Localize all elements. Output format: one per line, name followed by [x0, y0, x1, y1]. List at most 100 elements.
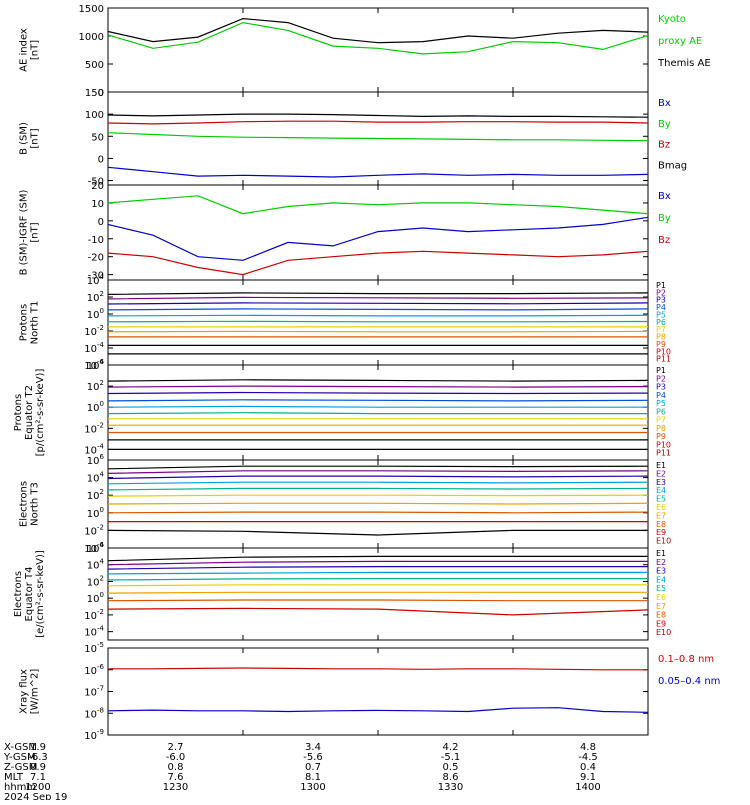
y-tick-label: 102 — [87, 574, 104, 588]
series-line-0-1-0-8-nm — [108, 668, 648, 670]
series-line-e2 — [108, 561, 648, 564]
series-line-p4 — [108, 309, 648, 310]
y-tick-label: 100 — [87, 307, 104, 321]
y-tick-label: -10 — [88, 235, 104, 246]
series-line-p6 — [108, 413, 648, 414]
y-axis-label: B (SM)-IGRF (SM) — [19, 190, 30, 276]
y-tick-label: 106 — [87, 453, 105, 467]
series-line-p3 — [108, 393, 648, 394]
y-axis-label: Xray flux — [19, 669, 30, 714]
y-tick-label: 104 — [87, 558, 105, 572]
y-tick-label: 0 — [98, 154, 104, 165]
legend-entry: Bz — [658, 235, 670, 246]
y-tick-label: 104 — [87, 471, 105, 485]
y-axis-label: [W/m^2] — [30, 669, 41, 715]
footer-value: 1400 — [575, 782, 600, 793]
legend-entry: E7 — [656, 602, 666, 611]
y-tick-label: 104 — [87, 273, 105, 287]
panel-frame — [108, 648, 648, 735]
series-line-p3 — [108, 303, 648, 304]
series-line-p2 — [108, 386, 648, 387]
y-axis-label: Electrons — [13, 571, 24, 617]
series-line-0-05-0-4-nm — [108, 708, 648, 713]
y-tick-label: 10-2 — [84, 421, 104, 435]
series-line-e4 — [108, 572, 648, 574]
y-axis-label: [nT] — [30, 40, 41, 60]
y-tick-label: 0 — [98, 217, 104, 228]
legend-entry: E2 — [656, 558, 666, 567]
series-line-p5 — [108, 315, 648, 316]
series-line-bx — [108, 217, 648, 260]
series-line-p1 — [108, 293, 648, 295]
series-line-bmag — [108, 114, 648, 117]
series-line-e4 — [108, 482, 648, 484]
y-tick-label: 100 — [85, 110, 104, 121]
y-tick-label: 10-9 — [84, 728, 104, 742]
y-tick-label: 500 — [85, 60, 104, 71]
series-line-e3 — [108, 567, 648, 570]
legend-entry: By — [658, 213, 671, 224]
y-tick-label: 10-5 — [84, 641, 104, 655]
y-tick-label: 1000 — [79, 32, 104, 43]
series-line-bz — [108, 121, 648, 124]
series-line-e3 — [108, 476, 648, 478]
series-line-e5 — [108, 488, 648, 490]
legend-entry: Bmag — [658, 160, 687, 171]
legend-entry: E10 — [656, 628, 671, 637]
legend-entry: E6 — [656, 593, 666, 602]
y-axis-label: B (SM) — [19, 122, 30, 155]
legend-entry: By — [658, 119, 671, 130]
y-tick-label: 50 — [91, 132, 104, 143]
y-tick-label: 10-4 — [84, 625, 104, 639]
legend-entry: E5 — [656, 584, 666, 593]
series-line-by — [108, 196, 648, 214]
y-axis-label: North T1 — [30, 301, 41, 345]
series-line-bx — [108, 167, 648, 177]
series-line-p2 — [108, 297, 648, 299]
legend-entry: 0.1–0.8 nm — [658, 654, 714, 665]
series-line-e8 — [108, 600, 648, 601]
legend-entry: E10 — [656, 537, 671, 546]
y-tick-label: 102 — [87, 488, 104, 502]
y-tick-label: 10 — [91, 199, 104, 210]
y-axis-label: [nT] — [30, 222, 41, 242]
y-tick-label: -20 — [88, 253, 104, 264]
series-line-bz — [108, 251, 648, 274]
legend-entry: Themis AE — [657, 58, 711, 69]
legend-entry: E4 — [656, 575, 666, 584]
y-axis-label: Electrons — [19, 481, 30, 527]
legend-entry: E3 — [656, 567, 666, 576]
footer-value: 1230 — [163, 782, 188, 793]
legend-entry: P11 — [656, 355, 671, 364]
footer-date: 2024 Sep 19 — [4, 792, 67, 800]
y-axis-label: Equator T4 — [24, 567, 35, 622]
series-line-e9 — [108, 608, 648, 615]
y-tick-label: 150 — [85, 88, 104, 99]
y-axis-label: Protons — [13, 394, 24, 431]
y-tick-label: 102 — [87, 290, 104, 304]
y-tick-label: 20 — [91, 181, 104, 192]
series-line-e6 — [108, 585, 648, 586]
legend-entry: E9 — [656, 619, 666, 628]
footer-value: 1330 — [438, 782, 463, 793]
y-tick-label: 106 — [87, 541, 105, 555]
series-line-e2 — [108, 471, 648, 474]
y-axis-label: Protons — [19, 304, 30, 341]
y-tick-label: 10-2 — [84, 523, 104, 537]
y-tick-label: 10-2 — [84, 324, 104, 338]
y-tick-label: 10-7 — [84, 685, 104, 699]
series-line-themis-ae — [108, 19, 648, 43]
series-line-e10 — [108, 530, 648, 535]
series-line-e7 — [108, 503, 648, 504]
legend-entry: Kyoto — [658, 14, 686, 25]
legend-entry: 0.05–0.4 nm — [658, 676, 720, 687]
legend-entry: Bx — [658, 191, 671, 202]
series-line-p1 — [108, 380, 648, 381]
footer-value: 1300 — [300, 782, 325, 793]
y-tick-label: 10-2 — [84, 608, 104, 622]
series-line-p4 — [108, 400, 648, 401]
panel-frame — [108, 8, 648, 92]
series-line-p6 — [108, 321, 648, 322]
